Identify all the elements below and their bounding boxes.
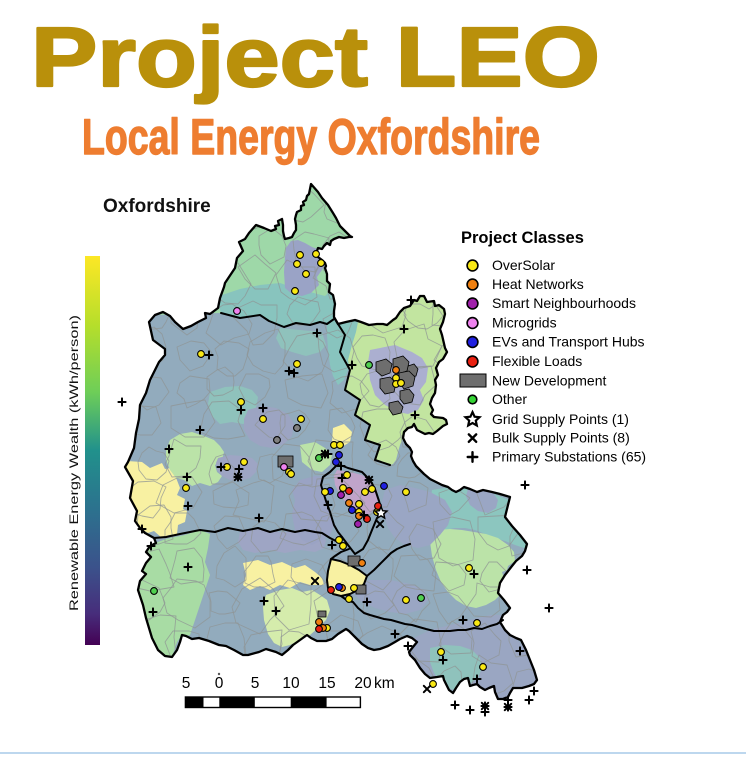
svg-text:OverSolar: OverSolar (492, 257, 555, 273)
svg-text:Microgrids: Microgrids (492, 315, 557, 331)
svg-text:Flexible Loads: Flexible Loads (492, 353, 582, 369)
svg-text:Primary Substations (65): Primary Substations (65) (492, 449, 646, 465)
svg-text:5: 5 (182, 675, 191, 692)
svg-text:EVs and Transport Hubs: EVs and Transport Hubs (492, 334, 645, 350)
svg-text:20: 20 (354, 675, 372, 692)
svg-text:0: 0 (215, 675, 224, 692)
svg-text:New Development: New Development (492, 373, 606, 389)
svg-text:Heat Networks: Heat Networks (492, 276, 584, 292)
svg-text:Other: Other (492, 391, 527, 407)
svg-text:10: 10 (282, 675, 300, 692)
svg-text:Smart Neighbourhoods: Smart Neighbourhoods (492, 295, 636, 311)
svg-text:km: km (374, 675, 395, 692)
svg-text:Project Classes: Project Classes (461, 229, 584, 247)
svg-text:5: 5 (251, 675, 260, 692)
svg-text:Bulk Supply Points (8): Bulk Supply Points (8) (492, 430, 630, 446)
svg-text:Renewable Energy Wealth (kWh/p: Renewable Energy Wealth (kWh/person) (67, 315, 81, 611)
svg-text:Project LEO: Project LEO (31, 10, 600, 104)
svg-text:Local Energy Oxfordshire: Local Energy Oxfordshire (82, 109, 540, 165)
svg-text:Oxfordshire: Oxfordshire (103, 196, 211, 217)
svg-text:Grid Supply Points (1): Grid Supply Points (1) (492, 411, 629, 427)
svg-text:15: 15 (318, 675, 335, 692)
